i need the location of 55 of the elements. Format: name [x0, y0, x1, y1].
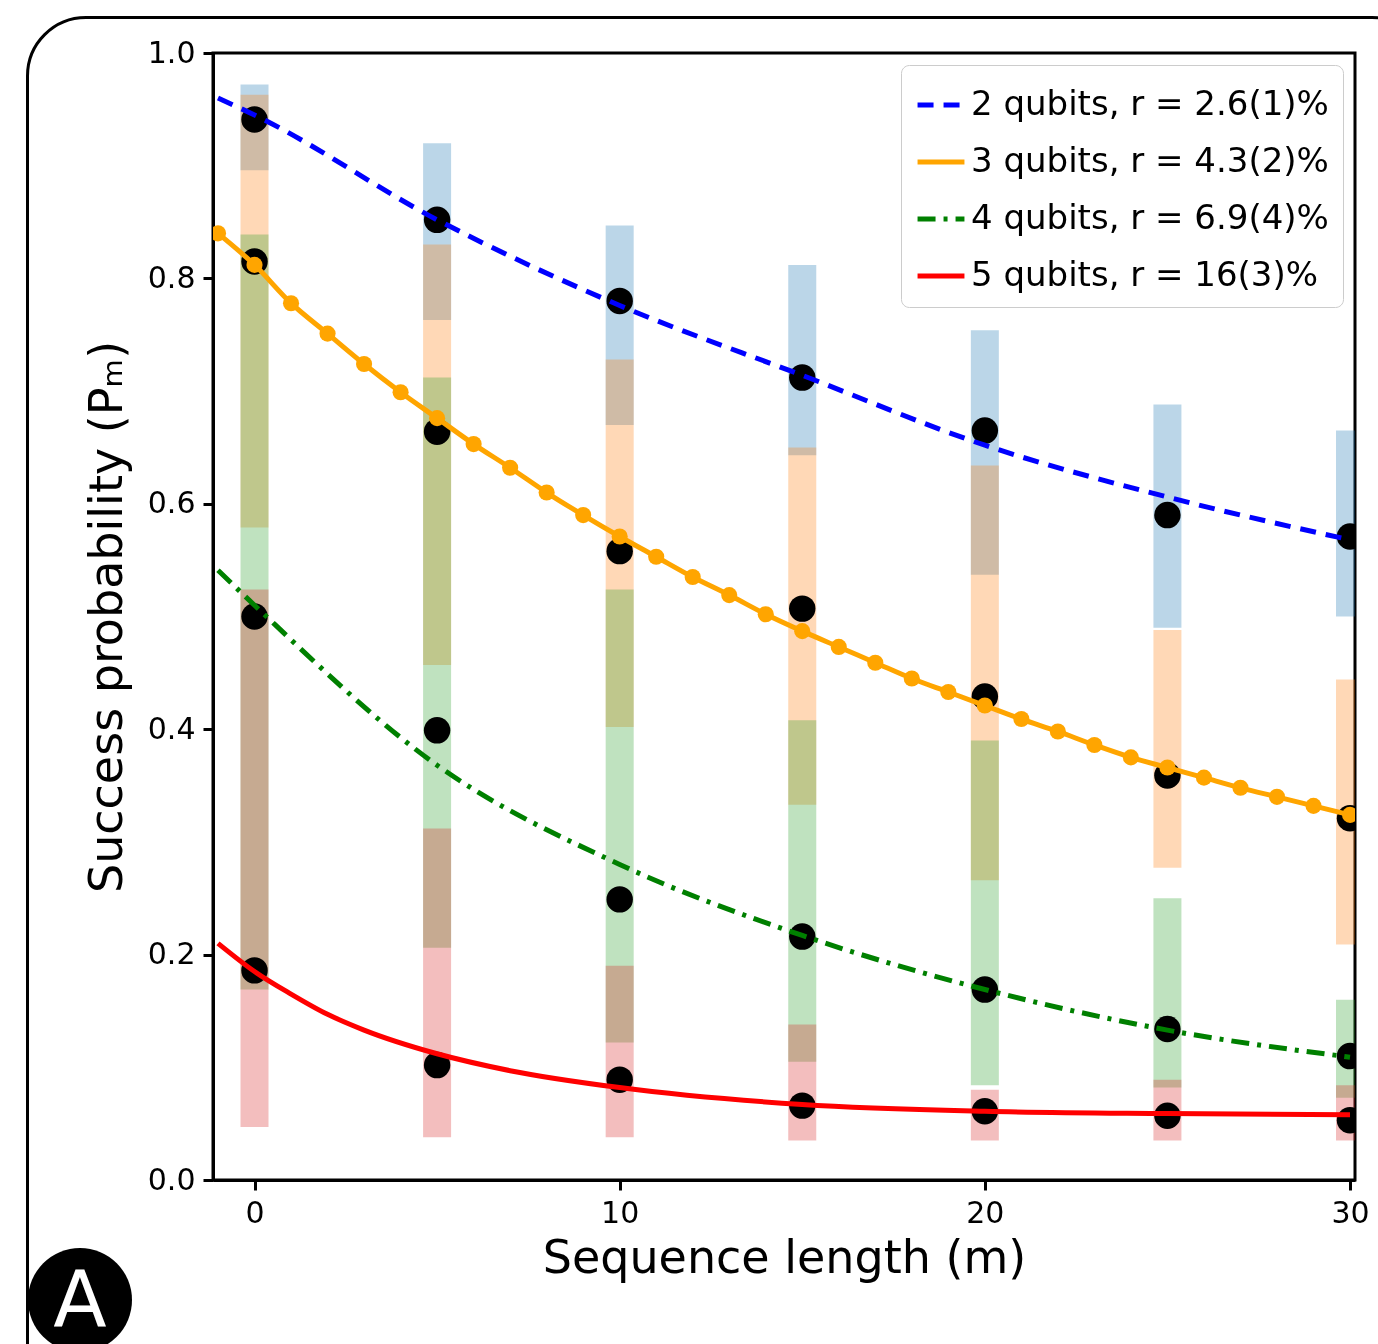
x-tick-label: 20: [966, 1194, 1005, 1230]
point: [356, 356, 373, 373]
point: [648, 548, 665, 565]
point: [976, 697, 993, 714]
point: [429, 410, 446, 427]
y-tick-label: 0.8: [147, 259, 196, 295]
point: [1268, 788, 1286, 805]
legend-label: 4 qubits, r = 6.9(4)%: [971, 197, 1329, 237]
y-tick-label: 0.0: [147, 1161, 196, 1197]
point: [1049, 723, 1066, 740]
point: [465, 436, 482, 453]
bar: [970, 740, 999, 1086]
panel-badge: A: [28, 1248, 132, 1344]
point: [971, 417, 999, 444]
point: [319, 325, 336, 342]
point: [606, 886, 633, 913]
point: [903, 670, 920, 687]
legend-label: 3 qubits, r = 4.3(2)%: [971, 140, 1329, 180]
point: [392, 384, 409, 401]
x-tick-label: 0: [245, 1194, 265, 1230]
y-tick-label: 0.6: [147, 485, 196, 521]
y-tick-label: 1.0: [147, 34, 196, 70]
point: [1195, 769, 1212, 786]
x-tick-label: 30: [1331, 1194, 1370, 1230]
y-tick-label: 0.4: [147, 710, 196, 746]
point: [1154, 501, 1181, 529]
point: [1122, 749, 1139, 766]
y-axis-title: Success probability (Pₘ): [78, 340, 133, 894]
point: [830, 638, 847, 655]
point: [1013, 711, 1030, 728]
point: [282, 295, 300, 312]
point: [1086, 736, 1103, 754]
point: [684, 569, 701, 586]
point: [1232, 779, 1249, 796]
point: [538, 484, 555, 501]
bar: [423, 828, 452, 1138]
point: [1305, 797, 1322, 814]
point: [867, 654, 884, 671]
point: [794, 623, 811, 640]
x-axis-title: Sequence length (m): [542, 1229, 1027, 1284]
legend-label: 2 qubits, r = 2.6(1)%: [971, 83, 1329, 123]
point: [940, 683, 957, 701]
x-tick-label: 10: [601, 1194, 640, 1230]
bar: [1153, 630, 1182, 868]
point: [575, 507, 592, 524]
bar: [240, 589, 269, 1128]
point: [1159, 759, 1176, 776]
point: [611, 528, 628, 545]
point: [423, 717, 451, 744]
y-tick-label: 0.2: [147, 936, 196, 972]
point: [721, 587, 738, 604]
point: [789, 595, 816, 622]
point: [757, 606, 774, 623]
point: [502, 459, 519, 476]
legend-label: 5 qubits, r = 16(3)%: [971, 254, 1319, 294]
